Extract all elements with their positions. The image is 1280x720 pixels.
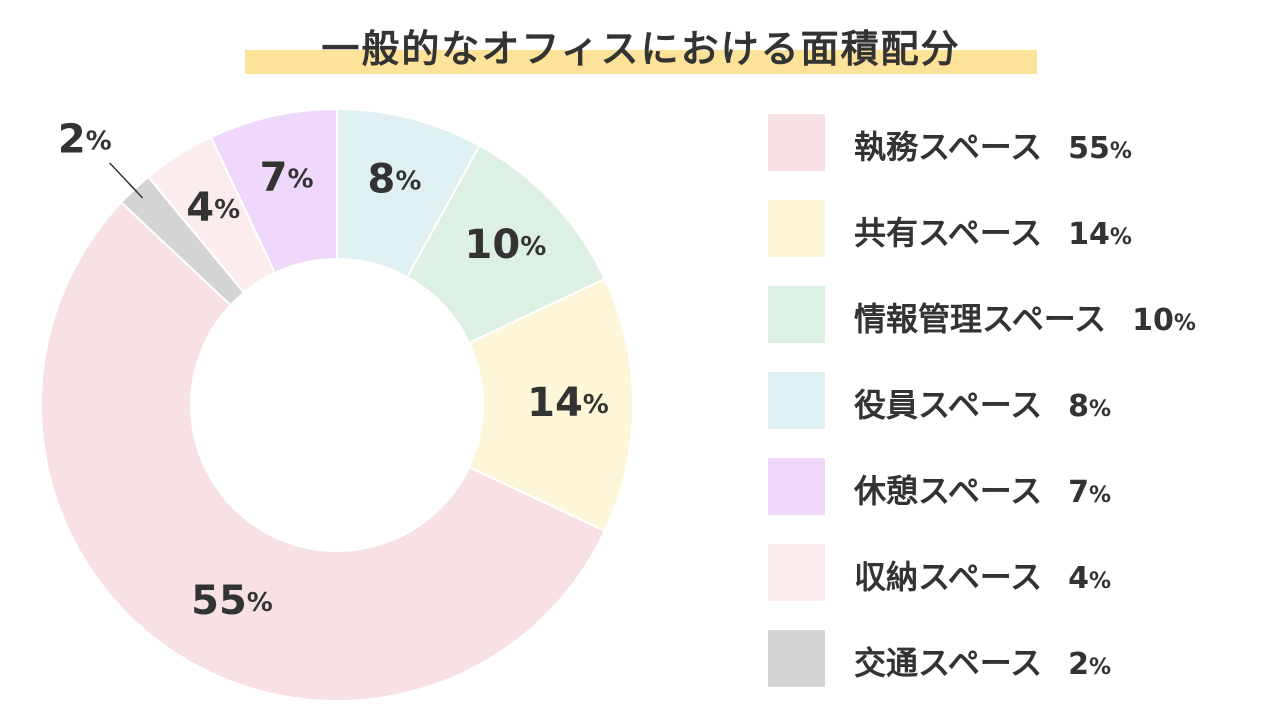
legend-item-yakuin: 役員スペース 8% <box>768 372 1268 430</box>
slice-label-joho-kanri: 10% <box>465 222 547 268</box>
legend-label: 交通スペース <box>854 644 1043 682</box>
legend-text: 交通スペース 2% <box>854 638 1111 684</box>
legend-swatch <box>768 286 825 343</box>
legend-item-kotsu: 交通スペース 2% <box>768 630 1268 688</box>
legend-percent-sign: % <box>1089 655 1112 680</box>
title-highlight-bar <box>245 50 1037 74</box>
legend-label: 執務スペース <box>854 128 1043 166</box>
legend-value: 4 <box>1068 561 1090 596</box>
legend-text: 休憩スペース 7% <box>854 466 1111 512</box>
slice-label-percent-sign: % <box>520 231 546 261</box>
legend-swatch <box>768 630 825 687</box>
slice-label-value: 2 <box>58 116 86 162</box>
legend-value: 7 <box>1068 475 1090 510</box>
donut-chart: 8%10%14%55%2%4%7% <box>40 107 634 702</box>
slice-label-value: 4 <box>186 185 214 231</box>
slice-kyukei <box>209 107 338 275</box>
legend-item-shitsumu: 執務スペース 55% <box>768 114 1268 172</box>
chart-title-area: 一般的なオフィスにおける面積配分 <box>245 14 1037 78</box>
legend-percent-sign: % <box>1089 569 1112 594</box>
legend-swatch <box>768 372 825 429</box>
slice-shitsumu <box>40 200 607 702</box>
legend-percent-sign: % <box>1173 311 1196 336</box>
leader-line-kotsu <box>109 162 144 199</box>
slice-label-value: 55 <box>191 578 247 624</box>
legend-swatch <box>768 544 825 601</box>
slice-label-value: 14 <box>527 380 583 426</box>
slice-kyoyu <box>467 277 634 533</box>
slice-label-shitsumu: 55% <box>191 578 273 624</box>
legend-percent-sign: % <box>1109 139 1132 164</box>
legend-text: 共有スペース 14% <box>854 208 1132 254</box>
slice-label-percent-sign: % <box>86 126 112 156</box>
legend-text: 収納スペース 4% <box>854 552 1111 598</box>
legend-swatch <box>768 114 825 171</box>
legend-percent-sign: % <box>1089 483 1112 508</box>
legend-value: 14 <box>1068 217 1110 252</box>
legend-value: 8 <box>1068 389 1090 424</box>
legend-label: 休憩スペース <box>854 472 1043 510</box>
slice-label-percent-sign: % <box>583 390 609 420</box>
slice-label-kyoyu: 14% <box>527 380 609 426</box>
slice-label-percent-sign: % <box>287 164 313 194</box>
legend-text: 役員スペース 8% <box>854 380 1111 426</box>
slice-label-value: 10 <box>465 222 521 268</box>
legend-text: 執務スペース 55% <box>854 122 1132 168</box>
legend-percent-sign: % <box>1089 397 1112 422</box>
legend-label: 情報管理スペース <box>854 300 1107 338</box>
slice-label-kotsu: 2% <box>58 116 112 162</box>
slice-label-shuno: 4% <box>186 185 240 231</box>
legend-label: 収納スペース <box>854 558 1043 596</box>
legend-percent-sign: % <box>1109 225 1132 250</box>
chart-title: 一般的なオフィスにおける面積配分 <box>321 27 961 71</box>
slice-label-yakuin: 8% <box>367 156 421 202</box>
legend-item-shuno: 収納スペース 4% <box>768 544 1268 602</box>
legend-label: 共有スペース <box>854 214 1043 252</box>
legend-item-joho-kanri: 情報管理スペース 10% <box>768 286 1268 344</box>
legend-value: 10 <box>1132 303 1174 338</box>
slice-label-percent-sign: % <box>395 166 421 196</box>
legend-swatch <box>768 458 825 515</box>
legend-label: 役員スペース <box>854 386 1043 424</box>
slice-label-percent-sign: % <box>214 194 240 224</box>
slice-label-kyukei: 7% <box>260 155 314 201</box>
slice-label-percent-sign: % <box>247 588 273 618</box>
slice-label-value: 7 <box>260 155 288 201</box>
slice-label-value: 8 <box>367 156 395 202</box>
legend-item-kyoyu: 共有スペース 14% <box>768 200 1268 258</box>
legend-item-kyukei: 休憩スペース 7% <box>768 458 1268 516</box>
legend-value: 2 <box>1068 647 1090 682</box>
legend-swatch <box>768 200 825 257</box>
legend-text: 情報管理スペース 10% <box>854 294 1196 340</box>
legend-value: 55 <box>1068 131 1110 166</box>
